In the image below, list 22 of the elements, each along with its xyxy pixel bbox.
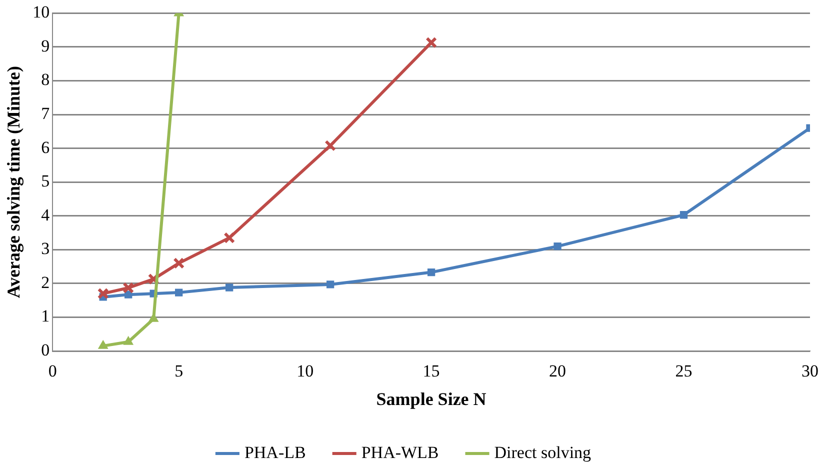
x-tick-label: 30 — [802, 362, 818, 381]
y-tick-label: 6 — [41, 138, 50, 157]
x-tick-label: 20 — [549, 362, 566, 381]
y-tick-label: 3 — [41, 239, 50, 258]
y-tick-label: 8 — [41, 70, 50, 90]
x-tick-label: 5 — [174, 362, 184, 381]
y-tick-label: 2 — [41, 272, 50, 292]
x-tick-label: 10 — [296, 362, 314, 381]
x-axis-title: Sample Size N — [376, 388, 486, 409]
y-axis-title: Average solving time (Minute) — [3, 66, 24, 298]
x-tick-label: 25 — [675, 362, 692, 381]
legend-label: PHA-WLB — [361, 442, 439, 462]
y-tick-label: 7 — [41, 104, 50, 124]
y-tick-label: 1 — [41, 306, 50, 326]
legend-label: PHA-LB — [244, 442, 306, 462]
y-tick-label: 10 — [32, 2, 50, 22]
y-tick-label: 0 — [41, 340, 50, 360]
y-tick-label: 5 — [41, 172, 50, 191]
legend-label: Direct solving — [494, 442, 592, 462]
y-tick-label: 9 — [41, 36, 50, 56]
x-tick-label: 15 — [422, 362, 440, 381]
y-tick-label: 4 — [41, 205, 50, 224]
